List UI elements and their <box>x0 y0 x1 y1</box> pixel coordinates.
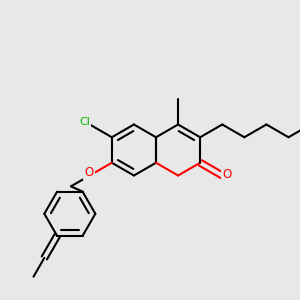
Text: Cl: Cl <box>79 117 90 127</box>
Text: O: O <box>85 166 94 178</box>
Text: O: O <box>223 168 232 181</box>
